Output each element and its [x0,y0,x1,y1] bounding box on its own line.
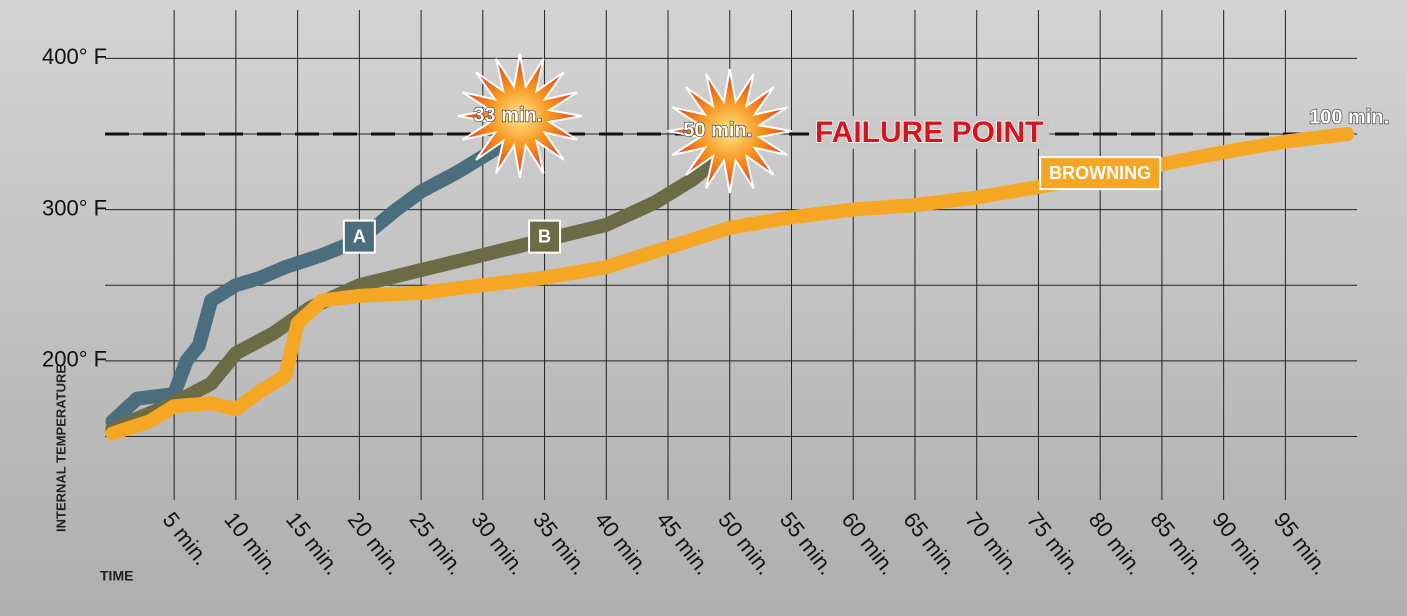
legend-label: A [353,227,366,247]
series-label: BROWNING [1040,157,1160,189]
series-label: B [529,221,560,253]
end-label: 33 min. [473,104,542,126]
reference-label: FAILURE POINT [815,116,1043,149]
y-tick-label: 300° F [42,195,107,220]
end-label: 100 min. [1309,106,1389,128]
legend-label: B [538,227,551,247]
y-tick-label: 200° F [42,347,107,372]
end-label: 50 min. [683,119,752,141]
x-axis-label: TIME [100,568,133,584]
y-axis-label: INTERNAL TEMPERATURE [53,365,68,532]
legend-label: BROWNING [1049,163,1151,183]
series-label: A [344,221,375,253]
y-tick-label: 400° F [42,44,107,69]
chart: INTERNAL TEMPERATURE TIME 200° F 300° F 40… [0,0,1407,616]
